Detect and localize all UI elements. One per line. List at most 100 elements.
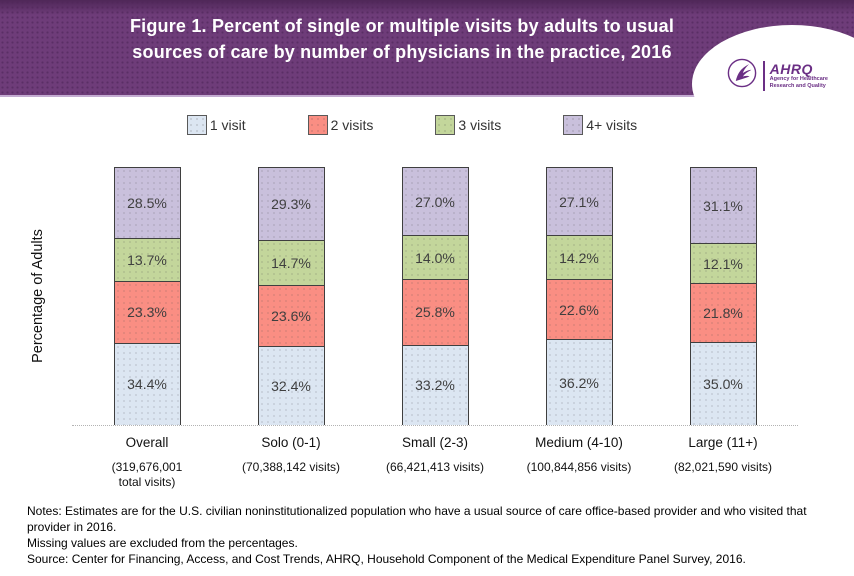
bar-segment: 21.8% (690, 283, 756, 342)
category-sublabel: (319,676,001 total visits) (111, 460, 183, 489)
logo-text: AHRQ Agency for Healthcare Research and … (770, 62, 828, 90)
ahrq-logo-ellipse (692, 25, 854, 143)
x-label-cell: Overall (319,676,001 total visits) (75, 435, 219, 490)
x-label-cell: Small (2-3) (66,421,413 visits) (363, 435, 507, 490)
legend-swatch (186, 115, 207, 135)
bar-value-label: 33.2% (415, 377, 455, 394)
bar-value-label: 27.1% (559, 193, 599, 210)
bars-row: 28.5% 13.7% 23.3% 34.4% 29.3% 14.7% 23.6% 32.4%… (75, 167, 795, 426)
x-labels-row: Overall (319,676,001 total visits) Solo (0-… (75, 426, 795, 490)
category-sublabel: (82,021,590 visits) (673, 460, 773, 474)
bar-value-label: 14.7% (271, 254, 311, 271)
bar-value-label: 28.5% (127, 195, 167, 212)
plot-area: 28.5% 13.7% 23.3% 34.4% 29.3% 14.7% 23.6% 32.4%… (72, 167, 798, 490)
category-sublabel: (70,388,142 visits) (241, 460, 341, 474)
ahrq-logo: AHRQ Agency for Healthcare Research and … (726, 57, 828, 94)
bar-segment: 23.6% (258, 284, 324, 347)
x-label-cell: Medium (4-10) (100,844,856 visits) (507, 435, 651, 490)
bar-segment: 22.6% (546, 279, 612, 340)
bar-segment: 34.4% (114, 342, 180, 425)
bar-value-label: 23.3% (127, 304, 167, 321)
category-label: Medium (4-10) (535, 435, 623, 450)
chart-legend: 1 visit 2 visits 3 visits 4+ visits (0, 113, 854, 137)
bar-segment: 28.5% (114, 168, 180, 239)
bar-value-label: 27.0% (415, 193, 455, 210)
figure-title-line1: Figure 1. Percent of single or multiple … (129, 16, 675, 36)
bar-segment: 23.3% (114, 281, 180, 343)
logo-divider (762, 60, 765, 91)
missing-values-note: Missing values are excluded from the per… (27, 535, 298, 550)
logo-tagline-line2: Research and Quality (769, 83, 826, 89)
bar-segment: 35.0% (690, 341, 756, 425)
bar-segment: 36.2% (546, 339, 612, 425)
bar-value-label: 13.7% (127, 252, 167, 269)
legend-item: 4+ visits (563, 115, 637, 135)
bar-segment: 14.2% (546, 235, 612, 280)
bar-value-label: 12.1% (703, 255, 743, 272)
bar-segment: 29.3% (258, 168, 324, 240)
bar-value-label: 36.2% (559, 374, 599, 391)
bar-segment: 12.1% (690, 243, 756, 284)
category-label: Small (2-3) (401, 435, 468, 450)
bar-segment: 32.4% (258, 346, 324, 426)
bar-column: 27.0% 14.0% 25.8% 33.2% (363, 167, 507, 425)
x-label-cell: Large (11+) (82,021,590 visits) (651, 435, 795, 490)
bar-value-label: 21.8% (703, 304, 743, 321)
bar-segment: 14.0% (402, 235, 468, 279)
bar-column: 31.1% 12.1% 21.8% 35.0% (651, 167, 795, 425)
stacked-bar: 27.1% 14.2% 22.6% 36.2% (545, 167, 613, 425)
legend-item: 3 visits (435, 115, 501, 135)
hhs-eagle-icon (726, 57, 758, 94)
bar-value-label: 31.1% (703, 197, 743, 214)
bar-value-label: 35.0% (703, 375, 743, 392)
logo-abbr: AHRQ (769, 60, 813, 77)
notes-block: Notes: Estimates are for the U.S. civili… (0, 490, 854, 568)
figure-title-line2: sources of care by number of physicians … (132, 42, 672, 62)
bar-value-label: 25.8% (415, 304, 455, 321)
notes-text: Notes: Estimates are for the U.S. civili… (27, 504, 807, 534)
figure-title: Figure 1. Percent of single or multiple … (0, 0, 854, 65)
bar-segment: 27.0% (402, 168, 468, 236)
legend-item: 2 visits (307, 115, 374, 135)
bar-value-label: 23.6% (271, 308, 311, 325)
bar-segment: 27.1% (546, 168, 612, 236)
bar-segment: 25.8% (402, 278, 468, 345)
category-label: Large (11+) (688, 435, 758, 450)
category-sublabel: (66,421,413 visits) (385, 460, 485, 474)
category-label: Solo (0-1) (261, 435, 321, 450)
bar-segment: 14.7% (258, 239, 324, 285)
category-label: Overall (125, 435, 169, 450)
category-sublabel: (100,844,856 visits) (526, 460, 632, 474)
bar-segment: 31.1% (690, 168, 756, 244)
source-note: Source: Center for Financing, Access, an… (27, 551, 746, 566)
bar-segment: 13.7% (114, 238, 180, 282)
y-axis-label-zone: Percentage of Adults (0, 167, 75, 425)
bar-value-label: 14.0% (415, 249, 455, 266)
x-label-cell: Solo (0-1) (70,388,142 visits) (219, 435, 363, 490)
bar-segment: 33.2% (402, 344, 468, 425)
chart-area: Percentage of Adults 28.5% 13.7% 23.3% 34.4… (0, 167, 854, 490)
legend-swatch (307, 115, 328, 135)
bar-value-label: 22.6% (559, 301, 599, 318)
stacked-bar: 31.1% 12.1% 21.8% 35.0% (689, 167, 757, 425)
logo-tagline-line1: Agency for Healthcare (769, 76, 828, 82)
x-axis-line (72, 425, 798, 426)
legend-swatch (563, 115, 584, 135)
bar-value-label: 14.2% (559, 249, 599, 266)
legend-label: 4+ visits (586, 117, 638, 133)
bar-value-label: 29.3% (271, 195, 311, 212)
legend-item: 1 visit (186, 115, 246, 135)
figure-header: Figure 1. Percent of single or multiple … (0, 0, 854, 143)
legend-label: 3 visits (458, 117, 502, 133)
stacked-bar: 28.5% 13.7% 23.3% 34.4% (113, 167, 181, 425)
stacked-bar: 29.3% 14.7% 23.6% 32.4% (257, 167, 325, 426)
y-axis-label: Percentage of Adults (29, 229, 46, 363)
legend-swatch (435, 115, 456, 135)
stacked-bar: 27.0% 14.0% 25.8% 33.2% (401, 167, 469, 425)
bar-value-label: 32.4% (271, 378, 311, 395)
legend-label: 2 visits (330, 117, 374, 133)
bar-column: 27.1% 14.2% 22.6% 36.2% (507, 167, 651, 425)
legend-label: 1 visit (209, 117, 246, 133)
bar-column: 29.3% 14.7% 23.6% 32.4% (219, 167, 363, 426)
bar-value-label: 34.4% (127, 376, 167, 393)
